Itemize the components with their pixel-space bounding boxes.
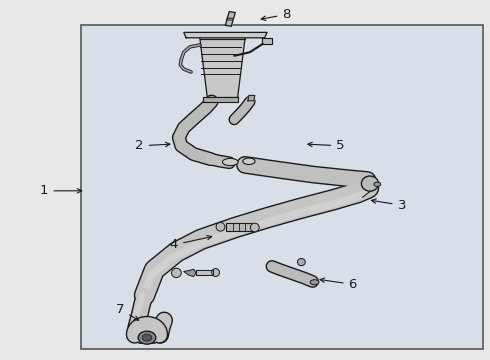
FancyBboxPatch shape	[81, 25, 483, 349]
Ellipse shape	[243, 158, 255, 165]
Ellipse shape	[362, 176, 379, 191]
Ellipse shape	[374, 182, 381, 186]
Polygon shape	[184, 32, 267, 38]
Text: 2: 2	[135, 139, 170, 152]
Text: 7: 7	[116, 303, 139, 320]
Polygon shape	[225, 12, 235, 26]
Text: 1: 1	[40, 184, 82, 197]
Text: 8: 8	[261, 8, 291, 21]
Circle shape	[138, 331, 156, 344]
Bar	[226, 223, 253, 231]
Text: 5: 5	[308, 139, 345, 152]
Ellipse shape	[212, 269, 220, 276]
Polygon shape	[184, 269, 196, 276]
Ellipse shape	[222, 158, 238, 166]
Text: 6: 6	[320, 278, 357, 291]
Polygon shape	[262, 38, 272, 44]
Ellipse shape	[250, 223, 259, 232]
Ellipse shape	[216, 222, 225, 231]
Text: 4: 4	[170, 235, 212, 251]
Ellipse shape	[310, 280, 319, 285]
Polygon shape	[248, 95, 255, 101]
Text: 3: 3	[371, 199, 406, 212]
Bar	[203, 97, 238, 102]
Polygon shape	[200, 39, 245, 97]
Ellipse shape	[297, 258, 305, 266]
Ellipse shape	[172, 268, 181, 278]
Polygon shape	[196, 270, 213, 275]
Circle shape	[142, 334, 152, 341]
